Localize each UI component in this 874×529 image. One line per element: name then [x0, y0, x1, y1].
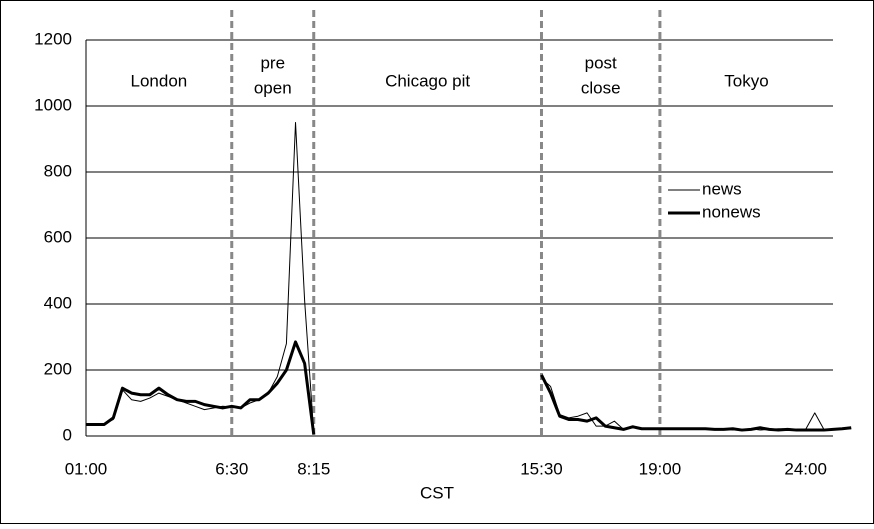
- x-tick-label: 01:00: [65, 459, 108, 478]
- y-tick-label: 800: [44, 161, 72, 180]
- x-tick-label: 8:15: [297, 459, 330, 478]
- session-label: open: [254, 78, 292, 97]
- x-tick-label: 19:00: [639, 459, 682, 478]
- session-label: Chicago pit: [385, 71, 470, 90]
- legend-label: news: [702, 179, 742, 198]
- session-label: post: [585, 53, 617, 72]
- y-tick-label: 600: [44, 227, 72, 246]
- y-tick-label: 1200: [34, 29, 72, 48]
- y-tick-label: 0: [63, 425, 72, 444]
- x-tick-label: 6:30: [215, 459, 248, 478]
- y-tick-label: 400: [44, 293, 72, 312]
- y-tick-label: 200: [44, 359, 72, 378]
- x-tick-label: 24:00: [784, 459, 827, 478]
- session-label: pre: [260, 53, 285, 72]
- session-label: close: [581, 78, 621, 97]
- x-tick-label: 15:30: [520, 459, 563, 478]
- y-tick-label: 1000: [34, 95, 72, 114]
- session-label: London: [131, 71, 188, 90]
- x-axis-title: CST: [420, 483, 454, 502]
- session-label: Tokyo: [724, 71, 768, 90]
- legend-label: nonews: [702, 202, 761, 221]
- series-line: [86, 340, 852, 435]
